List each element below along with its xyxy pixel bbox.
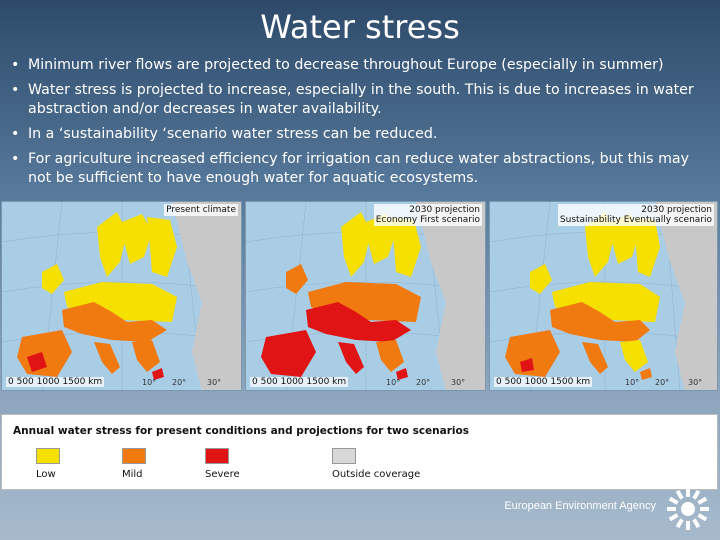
degree-label: 20° bbox=[655, 378, 670, 387]
legend-label: Low bbox=[36, 469, 56, 480]
legend-item-mild: Mild bbox=[122, 448, 146, 480]
map-label: Present climate bbox=[164, 204, 238, 216]
degree-label: 30° bbox=[451, 378, 466, 387]
legend-swatch bbox=[332, 448, 356, 464]
map-economy-first: 2030 projection Economy First scenario 0… bbox=[245, 201, 486, 391]
degree-label: 10° bbox=[142, 378, 157, 387]
degree-label: 10° bbox=[386, 378, 401, 387]
bullet-item: For agriculture increased efficiency for… bbox=[8, 150, 713, 188]
map-sustainability: 2030 projection Sustainability Eventuall… bbox=[489, 201, 718, 391]
legend-label: Severe bbox=[205, 469, 240, 480]
degree-label: 20° bbox=[416, 378, 431, 387]
map-scale-bar: 0 500 1000 1500 km bbox=[6, 377, 105, 387]
map-scale-bar: 0 500 1000 1500 km bbox=[494, 377, 593, 387]
legend-swatch bbox=[122, 448, 146, 464]
legend-item-low: Low bbox=[36, 448, 60, 480]
eea-sun-logo-icon bbox=[667, 488, 709, 530]
bullet-item: Minimum river flows are projected to dec… bbox=[8, 56, 713, 75]
legend-label: Mild bbox=[122, 469, 143, 480]
europe-map-sustainability-image bbox=[490, 202, 717, 390]
legend-title: Annual water stress for present conditio… bbox=[13, 425, 469, 437]
degree-label: 30° bbox=[207, 378, 222, 387]
legend-swatch bbox=[205, 448, 229, 464]
legend-label: Outside coverage bbox=[332, 469, 421, 480]
legend-swatch bbox=[36, 448, 60, 464]
legend-item-severe: Severe bbox=[205, 448, 240, 480]
legend-item-outside-coverage: Outside coverage bbox=[332, 448, 420, 480]
map-present: Present climate 0 500 1000 1500 km 10° 2… bbox=[1, 201, 242, 391]
bullet-list: Minimum river flows are projected to dec… bbox=[8, 56, 713, 194]
slide-title: Water stress bbox=[260, 8, 460, 46]
europe-map-present-image bbox=[2, 202, 241, 390]
degree-label: 20° bbox=[172, 378, 187, 387]
bullet-item: In a ‘sustainability ‘scenario water str… bbox=[8, 125, 713, 144]
degree-label: 30° bbox=[688, 378, 703, 387]
maps-row: Present climate 0 500 1000 1500 km 10° 2… bbox=[0, 201, 720, 391]
europe-map-economy-first-image bbox=[246, 202, 485, 390]
map-scale-bar: 0 500 1000 1500 km bbox=[250, 377, 349, 387]
bullet-item: Water stress is projected to increase, e… bbox=[8, 81, 713, 119]
map-label: 2030 projection Sustainability Eventuall… bbox=[557, 204, 714, 226]
map-label: 2030 projection Economy First scenario bbox=[373, 204, 482, 226]
degree-label: 10° bbox=[625, 378, 640, 387]
map-legend: Annual water stress for present conditio… bbox=[1, 414, 718, 490]
agency-name: European Environment Agency bbox=[504, 500, 656, 512]
